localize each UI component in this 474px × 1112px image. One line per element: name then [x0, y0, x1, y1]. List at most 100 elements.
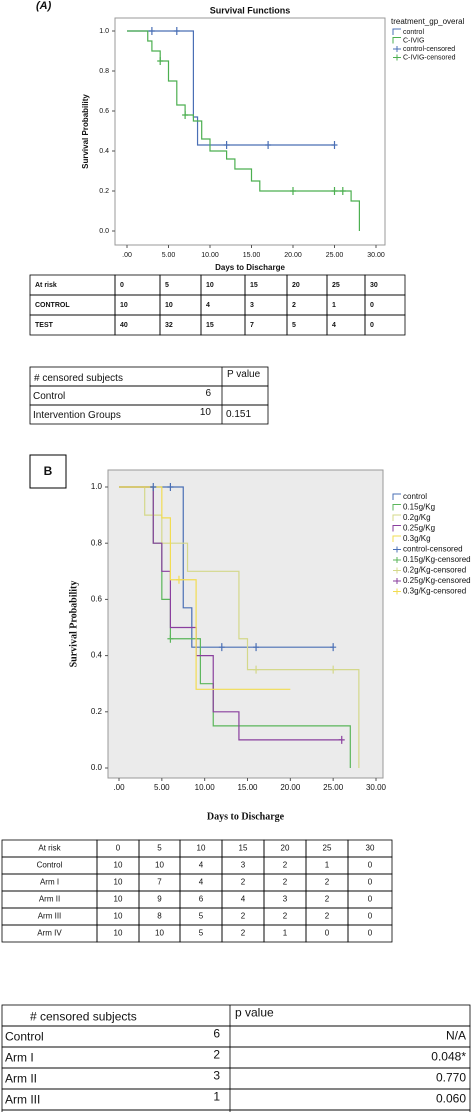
legend-swatch [392, 525, 401, 532]
legend-label: control-censored [403, 545, 463, 554]
legend-label: 0.15g/Kg [403, 503, 435, 512]
plot-area [114, 17, 386, 246]
legend-swatch [393, 588, 401, 595]
table-cell-text: Arm II [39, 895, 60, 904]
y-tick-label: 0.2 [91, 707, 103, 716]
censor-mark [182, 111, 189, 119]
table-cell [364, 314, 406, 336]
table-cell-text: 10 [114, 929, 123, 938]
censor-mark [218, 643, 225, 652]
table-cell-text: 3 [283, 895, 288, 904]
y-tick-label: 0.4 [99, 148, 109, 155]
y-tick-label: 0.2 [99, 188, 109, 195]
censor-mark [330, 665, 337, 674]
censor-mark [253, 643, 260, 652]
legend-label: 0.2g/Kg [403, 513, 431, 522]
table-cell-text: 40 [120, 322, 128, 329]
table-cell-text: 2 [325, 878, 330, 887]
row-label: Control [5, 1030, 44, 1044]
legend-swatch [393, 46, 401, 52]
survival-curve [119, 486, 291, 690]
legend-swatch [392, 514, 401, 521]
x-tick-label: 10.00 [201, 252, 219, 259]
table-cell-text: 10 [120, 302, 128, 309]
table-header: # censored subjects [30, 1010, 137, 1024]
censor-mark [167, 483, 174, 491]
table-cell-text: 4 [332, 322, 336, 329]
legend-label: control [403, 492, 427, 501]
y-tick-label: 0.6 [91, 595, 103, 604]
table-cell-text: Control [37, 861, 63, 870]
table-cell-text: 0 [325, 929, 330, 938]
legend-swatch [392, 535, 401, 542]
table-cell-text: 0 [368, 861, 373, 870]
censored-count: 3 [213, 1069, 220, 1083]
table-cell-text: 10 [114, 861, 123, 870]
table-row [1, 1109, 471, 1112]
table-cell-text: 8 [157, 912, 162, 921]
chart-title: Survival Functions [210, 5, 291, 15]
table-cell-text: 10 [155, 861, 164, 870]
censor-mark [167, 634, 174, 643]
table-cell-text: 4 [206, 302, 210, 309]
legend-swatch [393, 54, 401, 61]
censor-mark [330, 643, 337, 652]
table-cell-text: 5 [199, 912, 204, 921]
censor-mark [175, 575, 182, 584]
x-tick-label: 30.00 [366, 783, 387, 792]
table-cell-text: 7 [250, 322, 254, 329]
p-value: 0.048* [431, 1050, 466, 1064]
table-cell-text: 10 [114, 878, 123, 887]
censor-mark [338, 735, 345, 744]
table-row [29, 385, 269, 406]
row-label: Intervention Groups [33, 410, 121, 421]
table-row [1, 1046, 471, 1069]
censor-mark [223, 141, 230, 149]
panel-label: (A) [36, 0, 52, 12]
legend-swatch [393, 578, 401, 584]
table-cell-text: At risk [38, 844, 61, 853]
legend-label: 0.2g/Kg-censored [403, 566, 466, 575]
legend-label: control-censored [403, 46, 455, 53]
x-tick-label: 5.00 [162, 252, 176, 259]
row-label: Arm II [5, 1072, 37, 1086]
table-cell-text: 0 [368, 912, 373, 921]
table-cell-text: Arm III [38, 912, 62, 921]
table-cell-text: 3 [241, 861, 246, 870]
table-cell-text: 2 [325, 895, 330, 904]
legend-label: 0.3g/Kg [403, 534, 431, 543]
censored-count: 4 [213, 1111, 220, 1112]
table-cell-text: 2 [292, 302, 296, 309]
x-tick-label: 20.00 [280, 783, 301, 792]
table-cell-text: 4 [199, 861, 204, 870]
table-row [29, 404, 269, 425]
y-tick-label: 0.0 [91, 763, 103, 772]
censor-mark [173, 27, 180, 35]
table-header: p value [235, 1006, 274, 1020]
legend-label: C-IVIG [403, 37, 424, 44]
legend-label: 0.3g/Kg-censored [403, 587, 466, 596]
table-cell-text: 0 [368, 895, 373, 904]
table-cell-text: 15 [239, 844, 248, 853]
table-cell-text: 15 [250, 282, 258, 289]
table-cell-text: 30 [366, 844, 375, 853]
y-axis-label: Survival Probability [68, 581, 79, 668]
x-axis-label: Days to Discharge [207, 811, 285, 822]
survival-curve [127, 30, 335, 146]
censored-count: 10 [200, 407, 212, 418]
table-cell-text: Arm IV [37, 929, 62, 938]
table-cell-text: 0 [116, 844, 121, 853]
censor-mark [253, 665, 260, 674]
x-tick-label: 15.00 [243, 252, 261, 259]
table-cell-text: 10 [114, 895, 123, 904]
p-value: 0.060 [436, 1092, 466, 1106]
row-label: Arm III [5, 1093, 40, 1107]
table-cell-text: 30 [370, 282, 378, 289]
table-cell-text: 25 [332, 282, 340, 289]
censor-mark [157, 57, 164, 65]
y-tick-label: 0.8 [99, 68, 109, 75]
table-cell-text: 2 [283, 912, 288, 921]
censor-mark [331, 187, 338, 195]
table-cell-text: 5 [292, 322, 296, 329]
